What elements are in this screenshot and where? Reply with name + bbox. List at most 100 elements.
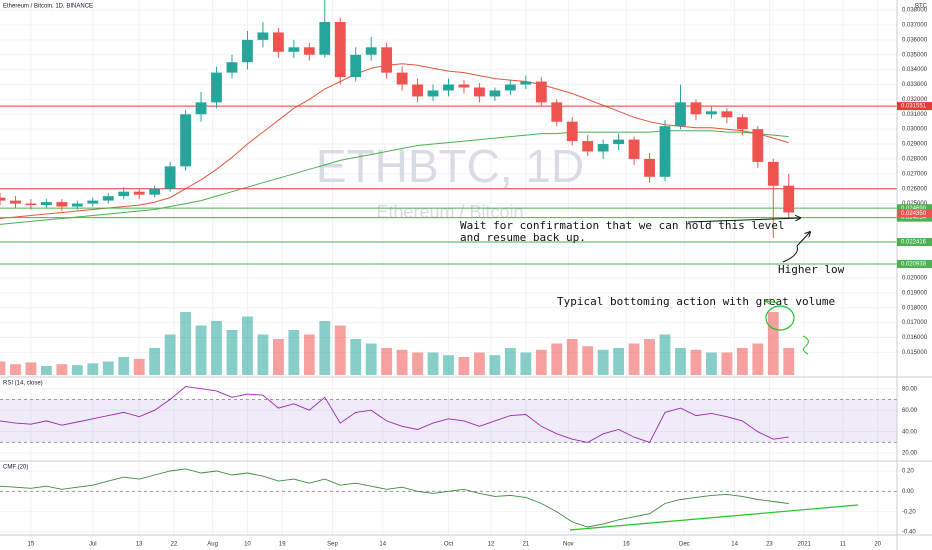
header: Ethereum / Bitcoin, 1D, BINANCE (3, 4, 93, 10)
candle-body (396, 72, 408, 85)
arrow (766, 301, 779, 303)
x-tick-label: 15 (28, 542, 35, 548)
candle-body (659, 126, 671, 177)
volume-bar (474, 352, 485, 375)
candle-body (443, 84, 454, 91)
trend-line (569, 504, 859, 531)
level-label-box (897, 204, 932, 213)
level-label: 0.024690 (901, 206, 927, 212)
volume-bar (133, 358, 145, 375)
candle-body (690, 102, 702, 115)
y-tick-label: 0.038000 (902, 8, 928, 14)
candle-body (365, 47, 377, 55)
x-tick-label: 21 (522, 542, 529, 548)
annotation: Higher low (778, 263, 845, 276)
candle-body (133, 191, 145, 195)
x-tick-label: Nov (563, 542, 574, 548)
x-tick-label: 14 (731, 542, 738, 548)
watermark-sub: Ethereum / Bitcoin (376, 202, 523, 222)
volume-bar (736, 348, 748, 375)
volume-bar (149, 348, 161, 375)
candle-body (334, 22, 346, 78)
candle-body (535, 81, 547, 103)
y-tick-label: 0.028000 (902, 157, 928, 163)
volume-bar (504, 348, 516, 375)
volume-bar (644, 339, 655, 375)
level-label-box (897, 213, 932, 222)
arrow (687, 218, 800, 223)
candle-body (706, 111, 717, 115)
candle-body (350, 54, 362, 78)
volume-bar (597, 349, 609, 375)
volume-bar (71, 365, 83, 375)
x-tick-label: Oct (444, 542, 454, 548)
volume-bar (164, 334, 176, 375)
candle-body (257, 32, 269, 40)
indicator-line (0, 468, 789, 528)
y-tick-label: 20.00 (902, 451, 918, 457)
candle-body (721, 111, 733, 118)
x-tick-label: Aug (207, 542, 218, 548)
last-price-label: 0.024350 (901, 211, 927, 217)
candle-body (0, 197, 6, 201)
volume-bar (350, 339, 362, 375)
volume-bar (211, 321, 222, 375)
arrow (782, 232, 810, 263)
volume-bar (767, 312, 779, 375)
moving-average (0, 63, 789, 219)
y-tick-label: 0.029000 (902, 142, 928, 148)
volume-bar (443, 355, 454, 375)
volume-bar (752, 343, 764, 375)
highlight-circle (765, 305, 795, 331)
volume-bar (412, 352, 423, 375)
volume-bar (535, 349, 547, 375)
volume-bar (628, 343, 640, 375)
y-tick-label: 0.015000 (902, 350, 928, 356)
volume-bar (25, 362, 37, 375)
y-tick-label: -0.20 (902, 509, 916, 515)
volume-bar (118, 357, 130, 375)
volume-bar (257, 334, 269, 375)
level-label-box (897, 260, 932, 269)
candle-body (736, 117, 748, 130)
candle-body (71, 203, 83, 207)
volume-bar (303, 334, 315, 375)
volume-bar (242, 316, 253, 375)
x-tick-label: Jul (89, 542, 97, 548)
candle-body (25, 203, 37, 206)
volume-bar (319, 321, 331, 375)
candle-body (288, 47, 300, 52)
x-tick-label: 23 (766, 542, 773, 548)
y-tick-label: 0.034000 (902, 67, 928, 73)
y-tick-label: 0.037000 (902, 23, 928, 29)
volume-bar (0, 361, 6, 375)
candle-body (582, 141, 594, 152)
annotation: Typical bottoming action with great volu… (557, 295, 835, 308)
volume-bar (427, 352, 439, 375)
x-tick-label: 22 (171, 542, 178, 548)
currency: BTC (915, 4, 928, 10)
candle-body (195, 102, 207, 115)
candle-body (149, 188, 161, 195)
x-tick-label: Dec (679, 542, 690, 548)
y-tick-label: 40.00 (902, 429, 918, 435)
volume-bar (10, 364, 21, 375)
level-label: 0.024054 (901, 215, 927, 221)
x-tick-label: 11 (840, 542, 847, 548)
candle-body (767, 161, 779, 186)
last-price-box (897, 209, 932, 218)
candle-body (211, 72, 222, 103)
indicator-line (0, 386, 789, 443)
level-label: 0.022416 (901, 240, 927, 246)
volume-bar (690, 349, 702, 375)
candle-body (319, 22, 331, 55)
volume-bar (613, 348, 625, 375)
volume-bar (195, 325, 207, 375)
y-tick-label: 0.018000 (902, 305, 928, 311)
y-tick-label: 0.036000 (902, 37, 928, 43)
volume-bar (458, 357, 470, 375)
x-tick-label: 14 (379, 542, 386, 548)
volume-bar (288, 330, 300, 375)
y-tick-label: 80.00 (902, 386, 918, 392)
candle-body (597, 144, 609, 152)
